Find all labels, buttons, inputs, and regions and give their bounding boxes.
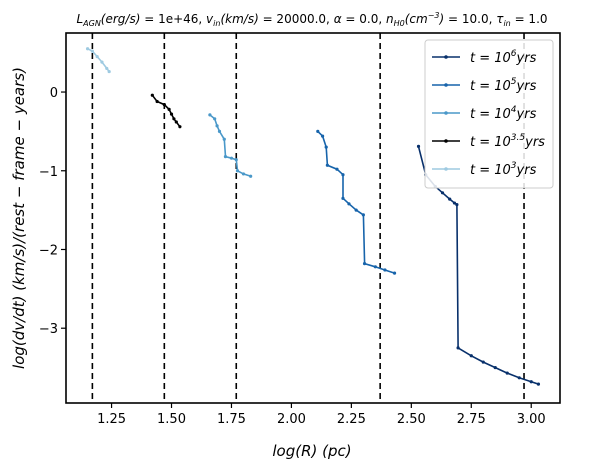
data-point xyxy=(361,213,365,217)
data-point xyxy=(169,112,174,116)
data-point xyxy=(85,47,90,51)
y-axis-title: log(dv/dt) (km/s)/(rest − frame − years) xyxy=(10,67,28,369)
data-point xyxy=(469,354,473,358)
legend-marker xyxy=(444,111,448,115)
x-axis-title: log(R) (pc) xyxy=(272,442,351,460)
x-tick-label: 2.00 xyxy=(277,412,306,427)
data-point xyxy=(215,124,219,128)
data-point xyxy=(249,174,253,178)
data-point xyxy=(235,169,240,173)
x-tick-label: 1.25 xyxy=(97,412,126,427)
legend-item: t = 103yrs xyxy=(432,161,537,178)
data-point xyxy=(324,145,328,149)
series-1 xyxy=(416,144,541,386)
data-point xyxy=(320,134,325,138)
y-tick-label: 0 xyxy=(50,86,58,101)
data-point xyxy=(517,376,521,380)
data-point xyxy=(167,107,171,111)
data-point xyxy=(172,117,176,121)
data-point xyxy=(222,137,226,141)
legend-item: t = 103.5yrs xyxy=(432,133,545,150)
data-point xyxy=(456,346,460,350)
data-point xyxy=(341,196,345,200)
data-point xyxy=(107,69,111,74)
data-point xyxy=(452,201,457,205)
series-2 xyxy=(316,129,397,275)
data-point xyxy=(174,120,178,124)
legend-box xyxy=(424,39,554,189)
data-point xyxy=(362,262,367,266)
series-3 xyxy=(208,113,253,178)
legend-label: t = 103yrs xyxy=(470,161,537,178)
data-point xyxy=(440,191,445,195)
data-point xyxy=(325,163,329,167)
x-tick-label: 3.00 xyxy=(517,412,546,427)
legend-label: t = 106yrs xyxy=(470,49,537,66)
x-axis: 1.25 1.50 1.75 2.00 2.25 2.50 2.75 3.00 xyxy=(97,403,546,427)
x-tick-label: 2.50 xyxy=(397,412,426,427)
legend-item: t = 105yrs xyxy=(432,77,537,94)
data-point xyxy=(335,167,339,171)
data-point xyxy=(100,60,104,64)
series-4 xyxy=(150,93,182,129)
data-point xyxy=(223,154,228,159)
series-layer xyxy=(85,47,541,386)
x-tick-label: 1.75 xyxy=(217,412,246,427)
data-point xyxy=(208,113,212,117)
data-point xyxy=(90,49,94,53)
data-point xyxy=(155,99,159,104)
data-point xyxy=(529,380,533,384)
legend-item: t = 106yrs xyxy=(432,49,537,66)
series-line xyxy=(209,114,251,178)
data-point xyxy=(213,117,217,121)
data-point xyxy=(341,173,345,177)
data-point xyxy=(416,144,421,148)
data-point xyxy=(455,203,459,207)
y-tick-label: −2 xyxy=(39,243,58,258)
legend-marker xyxy=(444,167,448,171)
data-point xyxy=(105,66,109,71)
data-point xyxy=(347,202,351,206)
legend-item: t = 104yrs xyxy=(432,105,537,122)
legend: t = 106yrs t = 105yrs t = 104yrs t = 103.5y… xyxy=(424,39,554,189)
series-line xyxy=(317,130,395,274)
data-point xyxy=(162,103,166,107)
data-point xyxy=(217,129,222,134)
legend-label: t = 105yrs xyxy=(470,77,537,94)
legend-marker xyxy=(444,55,448,59)
data-point xyxy=(392,271,397,275)
data-point xyxy=(493,365,497,370)
data-point xyxy=(316,129,320,134)
data-point xyxy=(536,382,541,386)
series-5 xyxy=(85,47,111,74)
data-point xyxy=(95,55,99,59)
data-point xyxy=(241,172,246,176)
data-point xyxy=(178,125,182,129)
data-point xyxy=(448,197,452,201)
y-tick-label: −3 xyxy=(39,322,58,337)
legend-label: t = 104yrs xyxy=(470,105,537,122)
plot-frame xyxy=(65,32,561,404)
legend-label: t = 103.5yrs xyxy=(470,133,545,150)
legend-marker xyxy=(444,139,448,143)
data-point xyxy=(234,158,238,162)
y-tick-label: −1 xyxy=(39,165,58,180)
data-point xyxy=(373,265,377,269)
data-point xyxy=(354,208,358,212)
x-tick-label: 2.75 xyxy=(457,412,486,427)
data-point xyxy=(229,156,234,160)
x-tick-label: 1.50 xyxy=(157,412,186,427)
data-point xyxy=(150,93,154,97)
x-tick-label: 2.25 xyxy=(337,412,366,427)
data-point xyxy=(481,360,485,364)
legend-marker xyxy=(444,83,448,87)
data-point xyxy=(383,268,387,272)
reference-lines xyxy=(91,33,525,403)
data-point xyxy=(505,371,509,375)
y-axis: −3 −2 −1 0 xyxy=(39,86,66,337)
chart-title: LAGN(erg/s) = 1e+46, vin(km/s) = 20000.0… xyxy=(76,11,547,28)
